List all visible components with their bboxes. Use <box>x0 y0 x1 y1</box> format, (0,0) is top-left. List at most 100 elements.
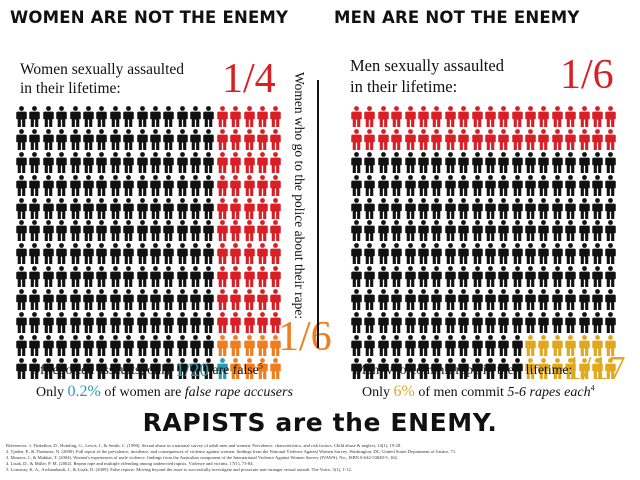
person-icon <box>364 312 376 334</box>
person-icon <box>123 151 134 173</box>
person-icon <box>69 128 81 150</box>
person-icon <box>203 335 215 356</box>
reference-item: 4. Lisak, D., & Miller, P. M. (2002). Re… <box>6 461 254 467</box>
person-icon <box>444 220 456 242</box>
false-report-prefix: Of reported assaults, only <box>30 362 172 377</box>
person-icon <box>163 151 175 173</box>
person-icon <box>538 289 550 311</box>
person-icon <box>43 243 54 265</box>
person-icon <box>485 220 496 242</box>
rapist-fraction: 1/17 <box>565 350 626 387</box>
men-header: MEN ARE NOT THE ENEMY <box>334 8 580 27</box>
person-icon <box>96 266 108 288</box>
person-icon <box>203 106 215 127</box>
accuser-italic: false rape accusers <box>184 385 293 400</box>
person-icon <box>378 312 389 334</box>
person-icon <box>431 243 443 265</box>
person-icon <box>351 289 362 311</box>
person-icon <box>29 197 41 219</box>
person-icon <box>378 197 389 219</box>
person-icon <box>136 197 148 219</box>
person-icon <box>150 151 161 173</box>
rapist-label: Men who commit rape in their lifetime: <box>354 362 573 377</box>
person-icon <box>605 335 617 356</box>
person-icon <box>498 289 510 311</box>
person-icon <box>578 289 590 311</box>
person-icon <box>270 243 282 265</box>
person-icon <box>123 357 134 379</box>
person-icon <box>83 197 94 219</box>
person-icon <box>485 243 496 265</box>
accuser-suffix: of women are <box>104 385 182 400</box>
person-icon <box>56 289 67 311</box>
person-icon <box>16 312 27 334</box>
repeat-middle: of men commit <box>418 385 504 400</box>
women-header: WOMEN ARE NOT THE ENEMY <box>10 8 289 27</box>
person-icon <box>190 197 201 219</box>
person-icon <box>29 289 41 311</box>
person-icon <box>511 335 523 356</box>
person-icon <box>163 106 175 127</box>
person-icon <box>190 174 201 196</box>
person-icon <box>217 312 228 334</box>
person-icon <box>203 289 215 311</box>
person-icon <box>578 128 590 150</box>
person-icon <box>525 312 536 334</box>
references: References: 1. Finkelhor, D., Hotaling, … <box>6 443 634 473</box>
person-icon <box>270 220 282 242</box>
repeat-ref: 4 <box>590 383 595 393</box>
person-icon <box>83 266 94 288</box>
person-icon <box>163 243 175 265</box>
person-icon <box>444 357 456 379</box>
person-icon <box>578 151 590 173</box>
person-icon <box>605 289 617 311</box>
person-icon <box>458 335 469 356</box>
person-icon <box>123 174 134 196</box>
person-icon <box>471 220 483 242</box>
person-icon <box>69 174 81 196</box>
person-icon <box>444 243 456 265</box>
person-icon <box>43 335 54 356</box>
person-icon <box>538 266 550 288</box>
person-icon <box>190 266 201 288</box>
person-icon <box>150 357 161 379</box>
false-report-suffix: are false <box>212 362 259 377</box>
person-icon <box>418 266 429 288</box>
person-icon <box>378 106 389 127</box>
person-icon <box>203 266 215 288</box>
person-icon <box>418 335 429 356</box>
person-icon <box>418 106 429 127</box>
person-icon <box>592 335 603 356</box>
person-icon <box>29 243 41 265</box>
person-icon <box>56 174 67 196</box>
person-icon <box>203 312 215 334</box>
person-icon <box>69 266 81 288</box>
person-icon <box>69 357 81 379</box>
person-icon <box>364 151 376 173</box>
person-icon <box>29 312 41 334</box>
person-icon <box>592 106 603 127</box>
person-icon <box>391 220 402 242</box>
person-icon <box>552 220 563 242</box>
person-icon <box>230 335 241 356</box>
person-icon <box>592 312 603 334</box>
person-icon <box>605 106 617 127</box>
person-icon <box>418 357 429 379</box>
person-icon <box>16 289 27 311</box>
person-icon <box>538 312 550 334</box>
person-icon <box>498 106 510 127</box>
person-icon <box>96 289 108 311</box>
person-icon <box>444 106 456 127</box>
person-icon <box>498 151 510 173</box>
person-icon <box>485 197 496 219</box>
person-icon <box>418 312 429 334</box>
person-icon <box>444 312 456 334</box>
person-icon <box>605 312 617 334</box>
person-icon <box>364 106 376 127</box>
men-assault-label-1: Men sexually assaulted <box>350 56 504 75</box>
person-icon <box>230 312 241 334</box>
person-icon <box>351 357 362 379</box>
person-icon <box>217 128 228 150</box>
person-icon <box>257 174 268 196</box>
person-icon <box>404 357 416 379</box>
